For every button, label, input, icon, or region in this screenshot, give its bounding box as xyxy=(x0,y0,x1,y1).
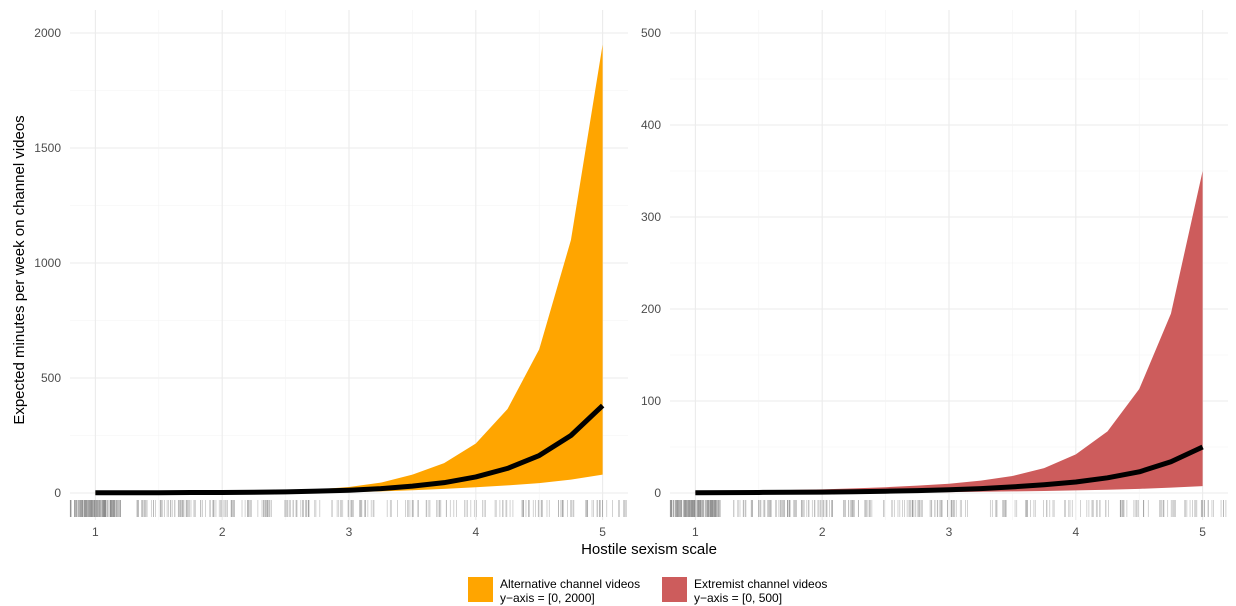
x-tick-label: 2 xyxy=(219,525,226,539)
y-tick-label: 500 xyxy=(641,26,661,40)
y-tick-label: 100 xyxy=(641,394,661,408)
x-tick-label: 1 xyxy=(692,525,699,539)
legend-label-extremist: Extremist channel videos xyxy=(694,577,827,591)
y-tick-label: 1000 xyxy=(34,256,61,270)
y-tick-label: 500 xyxy=(41,371,61,385)
x-tick-label: 3 xyxy=(946,525,953,539)
y-tick-label: 300 xyxy=(641,210,661,224)
y-axis-title: Expected minutes per week on channel vid… xyxy=(11,115,28,424)
x-tick-label: 4 xyxy=(472,525,479,539)
confidence-band xyxy=(695,171,1203,493)
y-tick-label: 0 xyxy=(654,486,661,500)
x-tick-label: 2 xyxy=(819,525,826,539)
legend-swatch-alternative xyxy=(468,577,493,602)
mean-line xyxy=(695,444,1204,496)
legend: Alternative channel videos y−axis = [0, … xyxy=(468,577,827,605)
x-axis-title: Hostile sexism scale xyxy=(581,541,717,558)
x-tick-label: 4 xyxy=(1072,525,1079,539)
y-tick-label: 1500 xyxy=(34,141,61,155)
rug xyxy=(669,500,1227,517)
legend-swatch-extremist xyxy=(662,577,687,602)
rug xyxy=(69,500,627,517)
panel-extremist: 0 100 200 300 400 500 1 2 3 4 5 xyxy=(641,10,1228,539)
x-tick-label: 5 xyxy=(599,525,606,539)
legend-sublabel-extremist: y−axis = [0, 500] xyxy=(694,591,782,605)
panel-alternative: 0 500 1000 1500 2000 1 2 3 4 5 xyxy=(34,10,628,539)
legend-label-alternative: Alternative channel videos xyxy=(500,577,640,591)
x-tick-label: 5 xyxy=(1199,525,1206,539)
y-tick-label: 2000 xyxy=(34,26,61,40)
x-tick-label: 1 xyxy=(92,525,99,539)
y-tick-label: 200 xyxy=(641,302,661,316)
y-tick-label: 400 xyxy=(641,118,661,132)
legend-sublabel-alternative: y−axis = [0, 2000] xyxy=(500,591,595,605)
x-tick-label: 3 xyxy=(346,525,353,539)
y-tick-label: 0 xyxy=(54,486,61,500)
mean-line xyxy=(95,403,605,496)
